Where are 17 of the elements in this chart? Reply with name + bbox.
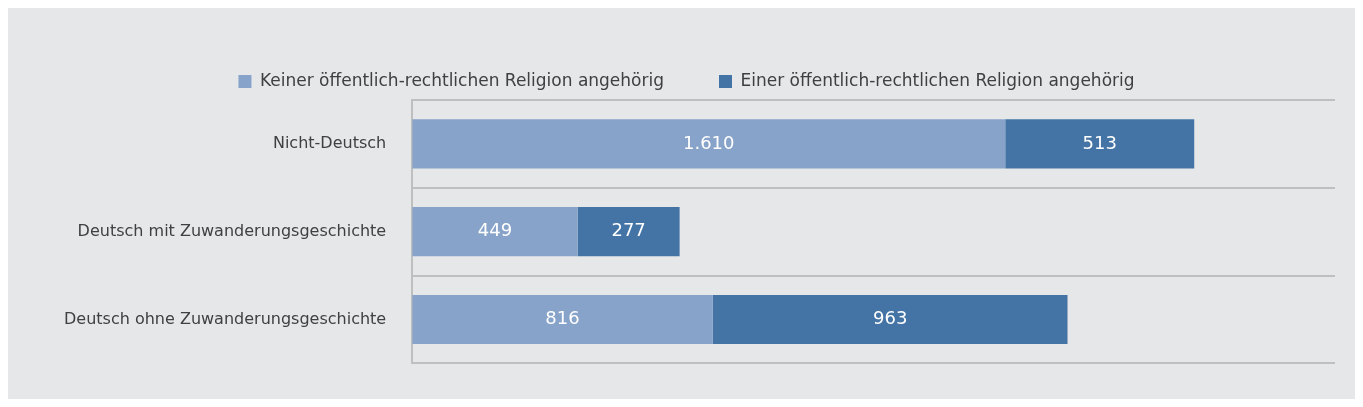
y-tick-label: Deutsch ohne Zuwanderungsgeschichte — [63, 308, 387, 328]
data-label: 816 — [545, 307, 580, 329]
bar — [412, 119, 1006, 169]
bar — [412, 294, 713, 345]
data-label: 513 — [1082, 131, 1117, 153]
legend-label: Einer öffentlich-rechtlichen Religion angehörig — [740, 69, 1135, 90]
y-tick-label: Deutsch mit Zuwanderungsgeschichte — [77, 220, 387, 240]
data-label: 449 — [477, 219, 513, 241]
data-label: 1.610 — [682, 131, 735, 153]
bar — [412, 207, 578, 257]
legend-label: Keiner öffentlich-rechtlichen Religion angehörig — [259, 69, 665, 90]
data-label: 963 — [872, 307, 908, 329]
y-tick-label: Nicht-Deutsch — [272, 133, 387, 153]
bar — [712, 294, 1068, 345]
bar — [577, 207, 680, 257]
data-label: 277 — [611, 219, 646, 241]
bar — [1005, 119, 1195, 169]
